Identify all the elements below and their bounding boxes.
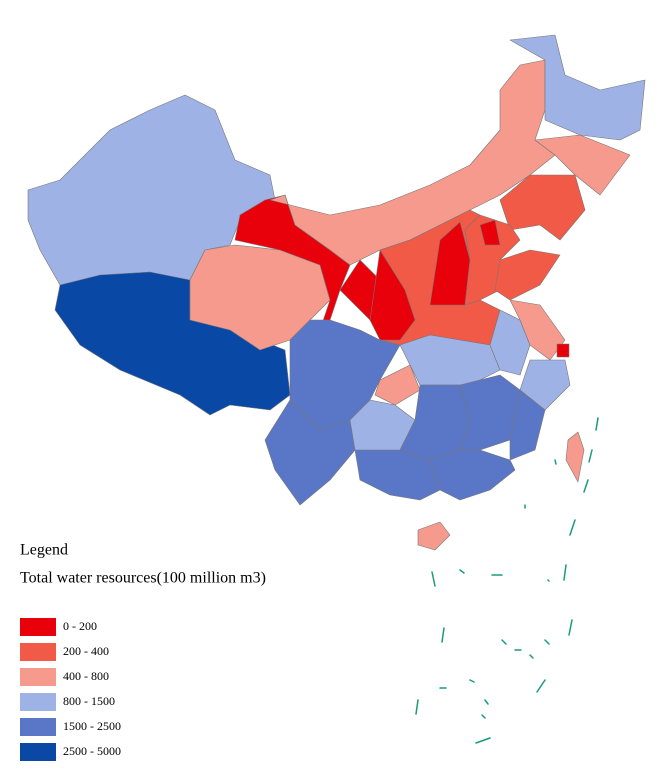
- province: [234, 194, 351, 331]
- legend-swatch: [20, 643, 56, 661]
- province-layer: [27, 34, 646, 551]
- legend-swatch: [20, 668, 56, 686]
- province: [374, 364, 421, 406]
- province: [556, 343, 570, 358]
- province: [565, 431, 585, 483]
- legend-swatch: [20, 618, 56, 636]
- province: [189, 244, 331, 351]
- legend-label: 400 - 800: [63, 669, 109, 683]
- legend-label: 800 - 1500: [63, 694, 115, 708]
- province: [494, 249, 561, 301]
- legend-swatch: [20, 718, 56, 736]
- legend-title: Legend: [20, 542, 68, 559]
- boundary-dash: [415, 417, 599, 744]
- province: [479, 219, 501, 246]
- province: [429, 449, 516, 501]
- province: [509, 389, 546, 461]
- legend-label: 0 - 200: [63, 619, 97, 633]
- province: [509, 34, 646, 141]
- legend-label: 200 - 400: [63, 644, 109, 658]
- province: [417, 521, 451, 551]
- province: [459, 374, 521, 451]
- province: [499, 174, 586, 241]
- south-sea-islands: [415, 417, 599, 744]
- legend-subtitle: Total water resources(100 million m3): [20, 570, 266, 587]
- province: [534, 134, 631, 196]
- province: [429, 221, 471, 306]
- legend-swatch: [20, 693, 56, 711]
- province: [264, 399, 356, 506]
- legend-label: 1500 - 2500: [63, 719, 121, 733]
- legend-swatch: [20, 743, 56, 761]
- legend-label: 2500 - 5000: [63, 744, 121, 758]
- legend: 0 - 200 200 - 400 400 - 800 800 - 1500 1500 …: [20, 618, 121, 761]
- province: [519, 359, 571, 411]
- province: [464, 214, 521, 306]
- island-dots: [439, 459, 557, 719]
